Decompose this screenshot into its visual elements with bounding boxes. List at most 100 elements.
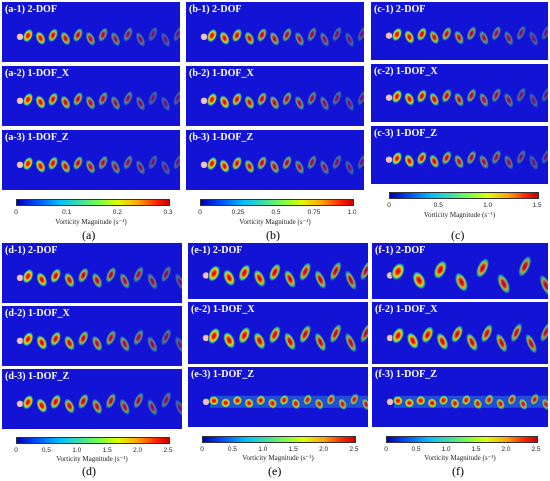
- panel-label: (e-3) 1-DOF_Z: [191, 369, 255, 380]
- cylinder-marker: [202, 272, 210, 279]
- colorbar-tick-label: 2.5: [349, 446, 359, 453]
- cylinder-marker: [202, 398, 210, 405]
- cylinder-marker: [16, 337, 24, 344]
- colorbar-ticks: 0 0.5 1.0 1.5: [387, 202, 541, 210]
- colorbar: [389, 192, 539, 199]
- colorbar-title: Vorticity Magnitude (s⁻¹): [423, 211, 496, 219]
- colorbar-tick-label: 0.3: [163, 209, 173, 216]
- wake-field: [16, 391, 182, 417]
- wake-field: [16, 328, 182, 354]
- group-caption: (e): [268, 464, 282, 478]
- panel-label: (f-3) 1-DOF_Z: [375, 369, 437, 380]
- colorbar-tick-label: 2.5: [531, 446, 541, 453]
- wake-field: [16, 90, 180, 112]
- wake-field: [386, 321, 548, 354]
- group-caption: (b): [266, 228, 280, 242]
- colorbar-tick-label: 1.0: [72, 447, 82, 454]
- panel-label: (c-2) 1-DOF_X: [374, 66, 438, 77]
- cylinder-marker: [386, 398, 394, 405]
- wake-field: [202, 322, 368, 353]
- colorbar-tick-label: 0: [198, 209, 202, 216]
- panel-e-1: (e-1) 2-DOF: [188, 243, 368, 299]
- colorbar-tick-label: 1.0: [258, 446, 268, 453]
- cylinder-marker: [385, 156, 393, 163]
- colorbar-title: Vorticity Magnitude (s⁻¹): [424, 454, 496, 462]
- group-c: (c-1) 2-DOF (c-2) 1-DOF_X (c-3) 1-DOF_Z …: [371, 2, 548, 242]
- colorbar-ticks: 0 0.1 0.2 0.3: [14, 209, 172, 217]
- colorbar-title: Vorticity Magnitude (s⁻¹): [242, 454, 314, 462]
- panel-d-3: (d-3) 1-DOF_Z: [2, 369, 182, 429]
- panel-a-3: (a-3) 1-DOF_Z: [2, 130, 180, 190]
- colorbar-tick-label: 0.25: [231, 209, 245, 216]
- panel-f-1: (f-1) 2-DOF: [372, 243, 548, 299]
- cylinder-marker: [16, 400, 24, 407]
- panel-label: (f-2) 1-DOF_X: [375, 304, 438, 315]
- group-b: (b-1) 2-DOF (b-2) 1-DOF_X (b-3) 1-DOF_Z …: [186, 2, 364, 242]
- wake-field: [385, 148, 548, 171]
- colorbar-tick-label: 0: [14, 447, 18, 454]
- colorbar-tick-label: 0.75: [307, 209, 321, 216]
- colorbar-tick-label: 0: [384, 446, 388, 453]
- cylinder-marker: [16, 97, 24, 104]
- panel-b-3: (b-3) 1-DOF_Z: [186, 130, 364, 190]
- cylinder-marker: [385, 32, 393, 39]
- group-f: (f-1) 2-DOF (f-2) 1-DOF_X (f-3) 1-DOF_Z …: [372, 243, 548, 479]
- cylinder-marker: [16, 161, 24, 168]
- group-caption: (d): [82, 464, 96, 478]
- wake-field: [386, 255, 548, 297]
- colorbar-ticks: 0 0.5 1.0 1.5 2.0 2.5: [384, 446, 540, 454]
- cylinder-marker: [200, 97, 208, 104]
- wake-field: [200, 26, 364, 48]
- panel-d-2: (d-2) 1-DOF_X: [2, 306, 182, 366]
- colorbar-tick-label: 1.0: [441, 446, 451, 453]
- colorbar-tick-label: 0: [200, 446, 204, 453]
- panel-c-1: (c-1) 2-DOF: [371, 2, 548, 60]
- panel-c-3: (c-3) 1-DOF_Z: [371, 126, 548, 184]
- colorbar: [200, 199, 354, 206]
- colorbar-title: Vorticity Magnitude (s⁻¹): [55, 218, 127, 226]
- cylinder-marker: [16, 33, 24, 40]
- panel-label: (a-2) 1-DOF_X: [5, 68, 70, 79]
- panel-label: (f-1) 2-DOF: [375, 245, 426, 256]
- cylinder-marker: [202, 334, 210, 342]
- panel-label: (a-3) 1-DOF_Z: [5, 132, 69, 143]
- colorbar: [386, 436, 538, 443]
- colorbar-tick-label: 2.0: [133, 447, 143, 454]
- colorbar-tick-label: 2.0: [319, 446, 329, 453]
- colorbar-ticks: 0 0.5 1.0 1.5 2.0 2.5: [14, 447, 172, 455]
- colorbar-tick-label: 0: [387, 202, 391, 209]
- panel-b-2: (b-2) 1-DOF_X: [186, 66, 364, 126]
- group-caption: (a): [82, 228, 96, 242]
- group-caption: (f): [452, 464, 464, 478]
- wake-field: [16, 154, 180, 176]
- panel-label: (d-2) 1-DOF_X: [5, 308, 70, 319]
- panel-c-2: (c-2) 1-DOF_X: [371, 64, 548, 122]
- panel-label: (b-1) 2-DOF: [189, 4, 242, 15]
- cylinder-marker: [200, 161, 208, 168]
- panel-label: (e-2) 1-DOF_X: [191, 304, 255, 315]
- colorbar-title: Vorticity Magnitude (s⁻¹): [239, 218, 311, 226]
- colorbar-tick-label: 1.5: [288, 446, 298, 453]
- group-d: (d-1) 2-DOF (d-2) 1-DOF_X (d-3) 1-DOF_Z …: [2, 243, 182, 479]
- colorbar-title: Vorticity Magnitude (s⁻¹): [56, 455, 128, 463]
- wake-field: [386, 393, 548, 411]
- panel-a-2: (a-2) 1-DOF_X: [2, 66, 180, 126]
- colorbar-tick-label: 0.5: [227, 446, 237, 453]
- panel-label: (a-1) 2-DOF: [5, 4, 57, 15]
- colorbar-tick-label: 0.5: [271, 209, 281, 216]
- group-caption: (c): [451, 228, 465, 242]
- colorbar-tick-label: 0.5: [41, 447, 51, 454]
- cylinder-marker: [386, 334, 394, 342]
- panel-label: (d-3) 1-DOF_Z: [5, 371, 70, 382]
- wake-field: [202, 260, 368, 291]
- panel-label: (e-1) 2-DOF: [191, 245, 243, 256]
- colorbar-tick-label: 1.0: [483, 202, 493, 209]
- wake-field: [200, 154, 364, 176]
- colorbar-ticks: 0 0.25 0.5 0.75 1.0: [198, 209, 356, 217]
- wake-field: [16, 26, 180, 48]
- panel-label: (d-1) 2-DOF: [5, 245, 58, 256]
- panel-label: (b-3) 1-DOF_Z: [189, 132, 254, 143]
- colorbar-tick-label: 2.0: [501, 446, 511, 453]
- wake-field: [385, 86, 548, 109]
- panel-d-1: (d-1) 2-DOF: [2, 243, 182, 303]
